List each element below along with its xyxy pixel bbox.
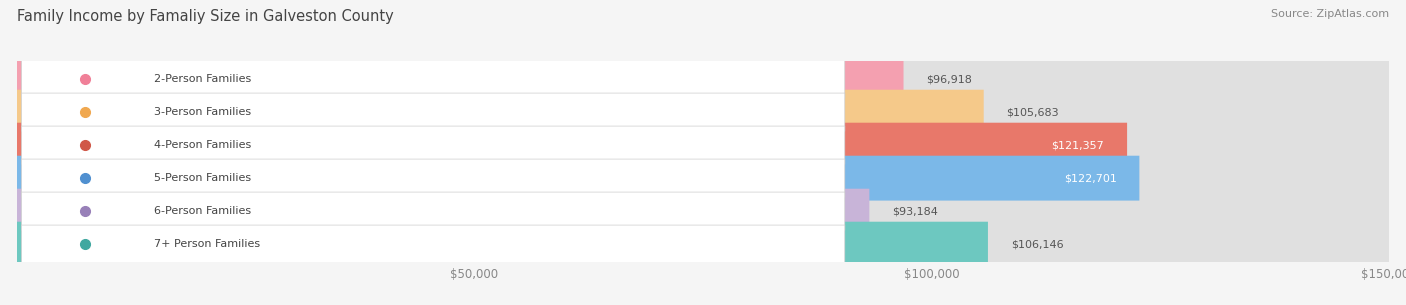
- FancyBboxPatch shape: [17, 123, 1389, 167]
- Text: 4-Person Families: 4-Person Families: [155, 140, 252, 150]
- Text: Family Income by Famaliy Size in Galveston County: Family Income by Famaliy Size in Galvest…: [17, 9, 394, 24]
- Text: 5-Person Families: 5-Person Families: [155, 173, 252, 183]
- FancyBboxPatch shape: [21, 93, 845, 131]
- FancyBboxPatch shape: [17, 156, 1139, 201]
- Text: $93,184: $93,184: [893, 206, 938, 216]
- FancyBboxPatch shape: [17, 189, 869, 234]
- FancyBboxPatch shape: [21, 225, 845, 263]
- Text: $122,701: $122,701: [1064, 173, 1116, 183]
- Text: 2-Person Families: 2-Person Families: [155, 74, 252, 84]
- FancyBboxPatch shape: [17, 57, 1389, 102]
- FancyBboxPatch shape: [17, 189, 1389, 234]
- Text: Source: ZipAtlas.com: Source: ZipAtlas.com: [1271, 9, 1389, 19]
- Text: $96,918: $96,918: [927, 74, 973, 84]
- FancyBboxPatch shape: [17, 90, 984, 135]
- FancyBboxPatch shape: [21, 126, 845, 164]
- Text: 7+ Person Families: 7+ Person Families: [155, 239, 260, 249]
- FancyBboxPatch shape: [21, 60, 845, 98]
- FancyBboxPatch shape: [17, 222, 1389, 267]
- FancyBboxPatch shape: [17, 123, 1128, 167]
- FancyBboxPatch shape: [17, 90, 1389, 135]
- Text: $121,357: $121,357: [1052, 140, 1104, 150]
- Text: 6-Person Families: 6-Person Families: [155, 206, 252, 216]
- Text: $105,683: $105,683: [1007, 107, 1059, 117]
- FancyBboxPatch shape: [21, 159, 845, 197]
- FancyBboxPatch shape: [17, 222, 988, 267]
- Text: 3-Person Families: 3-Person Families: [155, 107, 252, 117]
- Text: $106,146: $106,146: [1011, 239, 1063, 249]
- FancyBboxPatch shape: [17, 57, 904, 102]
- FancyBboxPatch shape: [21, 192, 845, 230]
- FancyBboxPatch shape: [17, 156, 1389, 201]
